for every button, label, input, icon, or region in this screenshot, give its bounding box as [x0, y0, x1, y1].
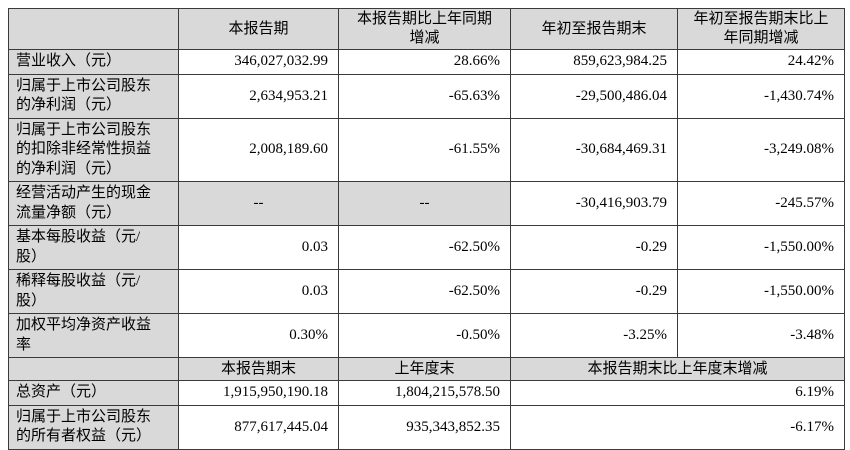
value-ytd-yoy: -1,430.74%: [677, 73, 845, 119]
header-corner-cell: [8, 8, 179, 50]
value-ytd: -29,500,486.04: [510, 73, 678, 119]
header-period-end: 本报告期末: [178, 357, 339, 381]
value-yoy: 28.66%: [338, 49, 511, 75]
value-current: 0.03: [178, 269, 339, 314]
value-ytd-yoy: 24.42%: [677, 49, 845, 75]
row-label: 归属于上市公司股东 的扣除非经常性损益 的净利润（元）: [8, 117, 179, 182]
table-row: 经营活动产生的现金 流量净额（元） -- -- -30,416,903.79 -…: [8, 181, 845, 226]
header-current-period: 本报告期: [178, 8, 339, 50]
value-ytd: -30,684,469.31: [510, 117, 678, 182]
value-current: --: [178, 181, 339, 226]
row-label: 加权平均净资产收益 率: [8, 313, 179, 358]
value-yoy: -65.63%: [338, 73, 511, 119]
value-yoy: -61.55%: [338, 117, 511, 182]
row-label: 经营活动产生的现金 流量净额（元）: [8, 181, 179, 226]
value-yoy: --: [338, 181, 511, 226]
table-row: 稀释每股收益（元/ 股） 0.03 -62.50% -0.29 -1,550.0…: [8, 269, 845, 314]
value-prior-year-end: 935,343,852.35: [338, 404, 511, 450]
value-ytd-yoy: -1,550.00%: [677, 225, 845, 270]
row-label: 稀释每股收益（元/ 股）: [8, 269, 179, 314]
value-yoy: -62.50%: [338, 225, 511, 270]
value-period-end: 877,617,445.04: [178, 404, 339, 450]
value-current: 346,027,032.99: [178, 49, 339, 75]
value-period-end: 1,915,950,190.18: [178, 380, 339, 406]
value-current: 0.03: [178, 225, 339, 270]
header-period-end-change: 本报告期末比上年度末增减: [510, 357, 845, 381]
row-label: 总资产（元）: [8, 380, 179, 406]
value-ytd: -3.25%: [510, 313, 678, 358]
value-current: 2,008,189.60: [178, 117, 339, 182]
table-row: 营业收入（元） 346,027,032.99 28.66% 859,623,98…: [8, 49, 845, 75]
value-ytd-yoy: -1,550.00%: [677, 269, 845, 314]
row-label: 归属于上市公司股东 的所有者权益（元）: [8, 404, 179, 450]
value-ytd-yoy: -245.57%: [677, 181, 845, 226]
header-prior-year-end: 上年度末: [338, 357, 511, 381]
row-label: 基本每股收益（元/ 股）: [8, 225, 179, 270]
table-row: 归属于上市公司股东 的所有者权益（元） 877,617,445.04 935,3…: [8, 404, 845, 450]
value-ytd-yoy: -3.48%: [677, 313, 845, 358]
value-change: -6.17%: [510, 404, 845, 450]
header-row-1: 本报告期 本报告期比上年同期 增减 年初至报告期末 年初至报告期末比上 年同期增…: [8, 8, 845, 50]
row-label: 营业收入（元）: [8, 49, 179, 75]
value-ytd: -0.29: [510, 225, 678, 270]
table-row: 归属于上市公司股东 的扣除非经常性损益 的净利润（元） 2,008,189.60…: [8, 117, 845, 182]
value-ytd: 859,623,984.25: [510, 49, 678, 75]
value-yoy: -0.50%: [338, 313, 511, 358]
financial-summary-table: 本报告期 本报告期比上年同期 增减 年初至报告期末 年初至报告期末比上 年同期增…: [8, 8, 845, 450]
value-ytd-yoy: -3,249.08%: [677, 117, 845, 182]
header-row-2: 本报告期末 上年度末 本报告期末比上年度末增减: [8, 357, 845, 381]
value-prior-year-end: 1,804,215,578.50: [338, 380, 511, 406]
header-current-yoy: 本报告期比上年同期 增减: [338, 8, 511, 50]
value-ytd: -0.29: [510, 269, 678, 314]
header2-corner-cell: [8, 357, 179, 381]
table-row: 总资产（元） 1,915,950,190.18 1,804,215,578.50…: [8, 380, 845, 406]
table-row: 加权平均净资产收益 率 0.30% -0.50% -3.25% -3.48%: [8, 313, 845, 358]
table-row: 归属于上市公司股东 的净利润（元） 2,634,953.21 -65.63% -…: [8, 73, 845, 119]
table-row: 基本每股收益（元/ 股） 0.03 -62.50% -0.29 -1,550.0…: [8, 225, 845, 270]
value-current: 2,634,953.21: [178, 73, 339, 119]
value-ytd: -30,416,903.79: [510, 181, 678, 226]
value-yoy: -62.50%: [338, 269, 511, 314]
header-ytd-yoy: 年初至报告期末比上 年同期增减: [677, 8, 845, 50]
row-label: 归属于上市公司股东 的净利润（元）: [8, 73, 179, 119]
header-ytd: 年初至报告期末: [510, 8, 678, 50]
value-change: 6.19%: [510, 380, 845, 406]
value-current: 0.30%: [178, 313, 339, 358]
